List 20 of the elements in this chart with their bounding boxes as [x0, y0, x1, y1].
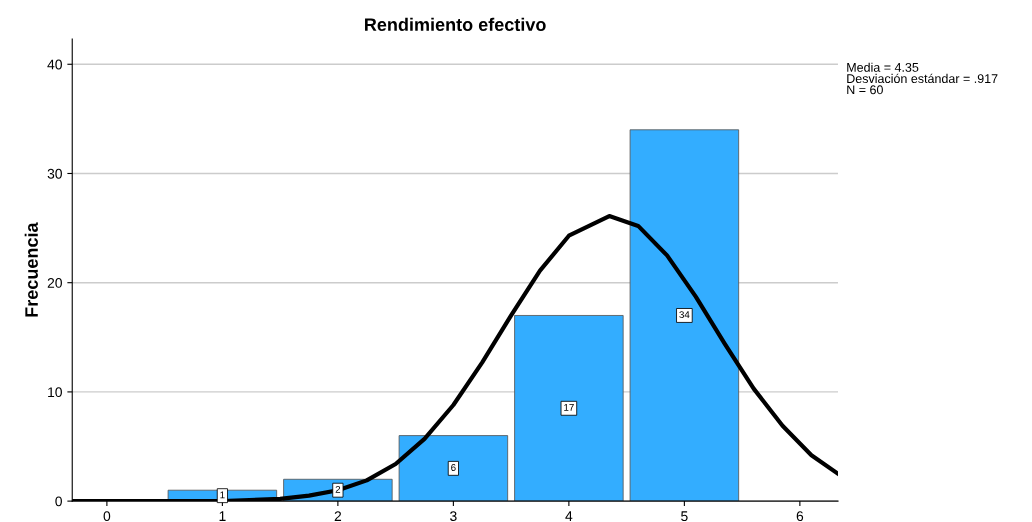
y-tick-label: 20 [47, 278, 62, 288]
x-tick-label: 3 [450, 511, 457, 522]
y-tick-label: 30 [47, 168, 62, 179]
y-tick-label: 10 [48, 387, 62, 398]
x-tick-label: 0 [103, 511, 111, 522]
text: Media = 4.35 Desviación estándar = .917 N = 60 [847, 62, 998, 95]
data-label: 1 [220, 491, 225, 499]
x-tick-label: 6 [796, 511, 804, 522]
data-label: 2 [335, 485, 341, 493]
x-tick-label: 1 [219, 511, 226, 521]
data-label: 17 [564, 404, 574, 411]
y-tick-label: 0 [55, 496, 62, 507]
x-tick-label: 4 [565, 511, 573, 521]
x-tick-label: 2 [334, 511, 342, 521]
y-tick-label: 40 [47, 59, 62, 70]
x-tick-label: 5 [681, 511, 688, 522]
chart-title: Rendimiento efectivo [365, 17, 546, 31]
y-axis-title: Frecuencia [24, 222, 38, 317]
data-label: 34 [679, 311, 690, 319]
data-label: 6 [451, 464, 456, 471]
